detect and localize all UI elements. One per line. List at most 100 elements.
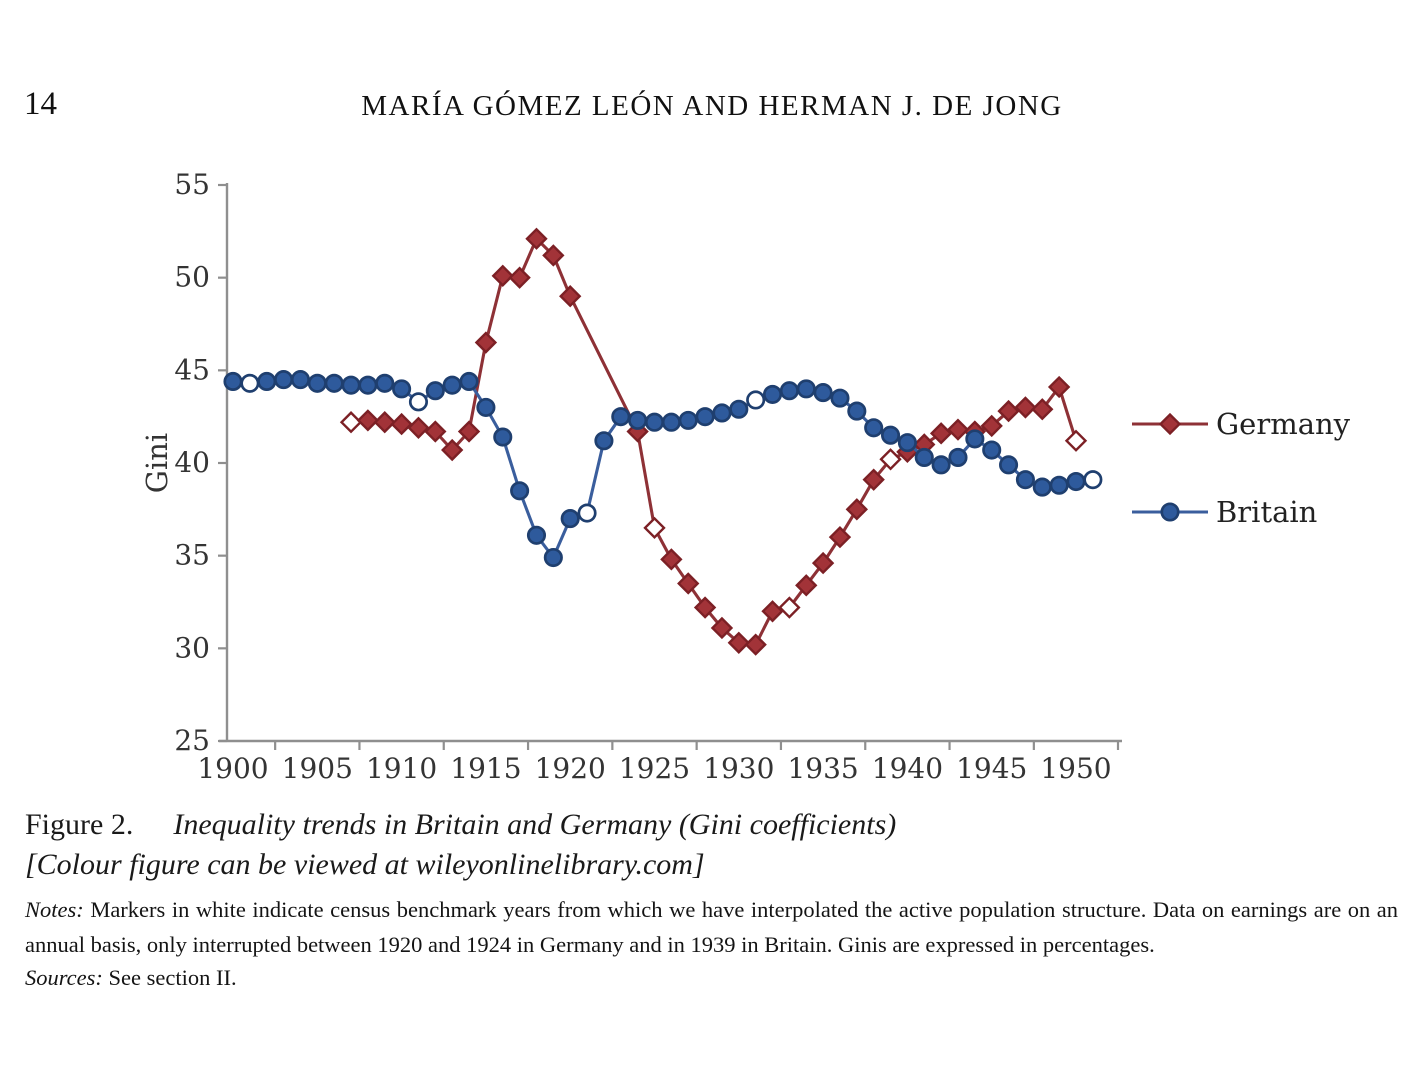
circle-marker: [779, 381, 799, 401]
x-tick-label: 1920: [535, 752, 606, 785]
x-tick-label: 1935: [787, 752, 858, 785]
x-tick-label: 1910: [366, 752, 437, 785]
diamond-marker: [474, 331, 498, 354]
circle-marker: [341, 375, 361, 395]
circle-marker: [611, 407, 631, 427]
diamond-marker: [1031, 398, 1054, 421]
circle-marker: [358, 375, 378, 395]
notes-text: Markers in white indicate census benchma…: [25, 896, 1399, 957]
diamond-marker: [373, 411, 396, 434]
legend-label-britain: Britain: [1216, 495, 1317, 529]
y-tick-label: 35: [174, 539, 210, 572]
sources-label: Sources:: [25, 964, 103, 990]
figure-caption: Figure 2. Inequality trends in Britain an…: [25, 806, 1398, 844]
diamond-marker: [457, 420, 481, 443]
circle-marker: [375, 373, 395, 393]
diamond-marker: [660, 548, 683, 571]
legend-label-germany: Germany: [1216, 407, 1351, 441]
x-tick-label: 1925: [619, 752, 690, 785]
circle-marker: [1015, 470, 1035, 490]
figure-colour-note: [Colour figure can be viewed at wileyonl…: [25, 847, 705, 881]
circle-marker: [796, 379, 816, 399]
diamond-marker: [407, 416, 430, 439]
open-circle-marker: [408, 392, 429, 412]
circle-marker: [644, 412, 665, 432]
circle-marker: [274, 370, 294, 390]
circle-marker: [594, 431, 614, 451]
circle-marker: [324, 373, 344, 393]
circle-marker: [1049, 475, 1069, 495]
x-tick-label: 1905: [282, 752, 353, 785]
circle-marker: [526, 525, 547, 545]
diamond-marker: [542, 244, 565, 267]
open-diamond-marker: [879, 448, 902, 471]
diamond-marker: [693, 596, 717, 619]
y-tick-label: 55: [174, 168, 210, 201]
circle-marker: [678, 410, 698, 430]
diamond-marker: [491, 264, 514, 287]
circle-marker: [543, 547, 563, 568]
diamond-marker: [795, 574, 818, 597]
circle-marker: [729, 399, 749, 419]
figure-chart: 55 50 45 40 35 30 25 1900 1905 1910 1915 1920 1925 19…: [140, 168, 1351, 785]
circle-marker: [1160, 502, 1180, 522]
diamond-marker: [390, 412, 413, 436]
open-circle-marker: [577, 503, 597, 523]
diamond-marker: [727, 631, 750, 654]
circle-marker: [223, 371, 243, 392]
circle-marker: [695, 407, 715, 427]
circle-marker: [948, 447, 968, 467]
circle-marker: [1066, 471, 1086, 492]
figure-sources: Sources: See section II.: [25, 965, 1398, 991]
circle-marker: [830, 388, 850, 408]
running-head: MARÍA GÓMEZ LEÓN AND HERMAN J. DE JONG: [361, 90, 1063, 122]
circle-marker: [290, 370, 310, 390]
diamond-marker: [980, 414, 1003, 438]
figure-notes: Notes: Markers in white indicate census …: [25, 892, 1398, 962]
diamond-marker: [929, 422, 953, 445]
circle-marker: [307, 373, 327, 393]
circle-marker: [965, 429, 985, 449]
diamond-marker: [997, 399, 1020, 423]
x-tick-label: 1915: [450, 752, 521, 785]
open-diamond-marker: [339, 411, 363, 434]
circle-marker: [442, 375, 462, 395]
britain-line: [232, 378, 1094, 560]
y-tick-label: 50: [174, 261, 210, 294]
circle-marker: [914, 447, 934, 467]
diamond-marker: [946, 418, 970, 441]
diamond-marker: [677, 572, 700, 595]
circle-marker: [392, 379, 412, 399]
circle-marker: [257, 371, 277, 392]
open-diamond-marker: [643, 516, 666, 540]
page-number: 14: [24, 86, 57, 122]
circle-marker: [510, 481, 530, 501]
circle-marker: [560, 509, 580, 529]
circle-marker: [712, 403, 732, 423]
diamond-marker: [441, 438, 464, 462]
open-circle-marker: [746, 390, 766, 410]
y-tick-label: 45: [174, 353, 210, 386]
diamond-marker: [845, 498, 868, 521]
x-tick-label: 1945: [956, 752, 1027, 785]
circle-marker: [982, 440, 1002, 460]
y-tick-label: 25: [174, 724, 210, 757]
open-circle-marker: [1083, 470, 1103, 490]
diamond-marker: [828, 525, 852, 549]
diamond-marker: [1158, 412, 1182, 436]
diamond-marker: [744, 633, 767, 656]
circle-marker: [847, 401, 867, 421]
open-diamond-marker: [1064, 429, 1088, 452]
circle-marker: [628, 410, 648, 430]
circle-marker: [813, 383, 833, 403]
figure-caption-title: Inequality trends in Britain and Germany…: [173, 808, 897, 841]
diamond-marker: [811, 551, 835, 575]
germany-series: [339, 227, 1088, 656]
x-tick-label: 1930: [703, 752, 774, 785]
circle-marker: [880, 425, 901, 445]
y-tick-label: 30: [174, 631, 210, 664]
y-tick-label: 40: [174, 446, 210, 479]
circle-marker: [762, 384, 783, 404]
y-axis-label: Gini: [140, 433, 174, 493]
